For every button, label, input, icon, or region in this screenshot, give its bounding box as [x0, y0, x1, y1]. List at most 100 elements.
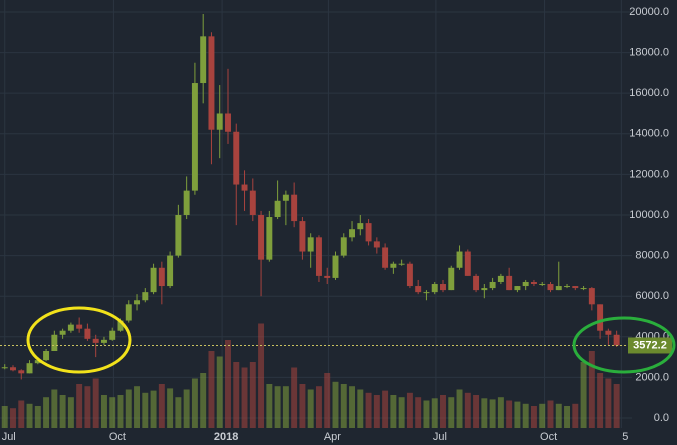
volume-bar: [398, 397, 405, 428]
volume-bar: [233, 362, 240, 428]
volume-bar: [117, 395, 124, 428]
y-tick-label: 20000.0: [629, 6, 669, 18]
candle-body: [539, 284, 546, 286]
candle-body: [142, 292, 149, 301]
candle-body: [572, 286, 579, 289]
candle-body: [117, 320, 124, 331]
candle-body: [1, 367, 8, 369]
candle-body: [580, 288, 587, 290]
candle-body: [34, 360, 41, 364]
volume-bar: [456, 389, 463, 428]
candle-body: [233, 131, 240, 185]
candle-body: [51, 334, 58, 352]
volume-bar: [92, 378, 99, 428]
volume-bar: [125, 389, 132, 428]
candle-body: [274, 200, 281, 218]
candle-body: [291, 194, 298, 222]
candle-body: [473, 275, 480, 291]
volume-bar: [150, 390, 157, 428]
volume-bar: [225, 340, 231, 428]
candle-body: [216, 113, 223, 130]
volume-bar: [100, 395, 107, 428]
volume-bar: [324, 373, 331, 428]
x-tick-label: Oct: [109, 431, 126, 443]
candle-body: [530, 281, 537, 285]
candle-body: [555, 286, 562, 291]
volume-bar: [530, 406, 537, 428]
candle-body: [125, 304, 132, 321]
candle-body: [249, 190, 256, 215]
candle-body: [10, 367, 16, 371]
volume-bar: [572, 403, 579, 428]
volume-bar: [216, 356, 223, 428]
volume-bar: [200, 373, 207, 428]
volume-bar: [448, 397, 455, 428]
volume-bar: [349, 386, 356, 428]
candle-body: [191, 83, 198, 191]
volume-bar: [299, 384, 306, 428]
candle-body: [522, 281, 529, 287]
volume-bar: [357, 389, 364, 428]
y-tick-label: 14000.0: [629, 128, 669, 140]
highlight-circle: [572, 316, 676, 374]
candle-body: [241, 184, 248, 191]
volume-bars: [1, 323, 620, 428]
volume-bar: [158, 384, 165, 428]
candle-body: [440, 284, 446, 291]
y-tick-label: 12000.0: [629, 168, 669, 180]
volume-bar: [464, 392, 471, 428]
volume-bar: [183, 389, 190, 428]
volume-bar: [473, 395, 480, 428]
candle-body: [84, 328, 91, 339]
highlight-circle: [26, 306, 132, 374]
candle-body: [514, 286, 521, 291]
volume-bar: [10, 408, 16, 428]
volume-bar: [59, 395, 66, 428]
y-tick-label: 8000.0: [635, 249, 669, 261]
last-price-box: [628, 337, 672, 354]
last-price-label: 3572.2: [633, 339, 667, 351]
candle-body: [307, 237, 314, 252]
candle-body: [167, 255, 174, 287]
candles: [1, 14, 620, 380]
candle-body: [431, 284, 438, 293]
volume-bar: [390, 395, 397, 428]
candle-body: [547, 284, 554, 291]
y-tick-label: 18000.0: [629, 46, 669, 58]
volume-bar: [43, 397, 50, 428]
volume-bar: [167, 388, 174, 428]
candle-body: [423, 292, 430, 294]
candle-body: [415, 286, 422, 293]
volume-bar: [266, 384, 273, 428]
volume-bar: [580, 362, 587, 428]
x-tick-label: Apr: [324, 431, 341, 443]
volume-bar: [315, 386, 322, 428]
volume-bar: [431, 398, 438, 428]
volume-bar: [382, 390, 389, 428]
candle-body: [597, 304, 604, 331]
volume-bar: [258, 323, 265, 428]
candle-body: [564, 286, 571, 288]
volume-bar: [481, 398, 488, 428]
volume-bar: [555, 403, 562, 428]
volume-bar: [514, 401, 521, 428]
candle-body: [448, 267, 455, 291]
volume-bar: [547, 400, 554, 428]
candle-body: [26, 363, 33, 374]
volume-bar: [415, 397, 422, 428]
candle-body: [398, 263, 405, 265]
volume-bar: [67, 397, 74, 428]
candle-body: [134, 300, 141, 305]
candle-body: [489, 281, 496, 289]
axis-labels: 0.02000.04000.06000.08000.010000.012000.…: [0, 6, 672, 443]
volume-bar: [539, 403, 546, 428]
volume-bar: [84, 386, 91, 428]
candle-body: [605, 330, 612, 335]
volume-bar: [51, 389, 58, 428]
volume-bar: [605, 378, 612, 428]
candle-body: [373, 241, 380, 248]
volume-bar: [497, 397, 504, 428]
candle-body: [67, 324, 74, 331]
candle-body: [158, 267, 165, 287]
